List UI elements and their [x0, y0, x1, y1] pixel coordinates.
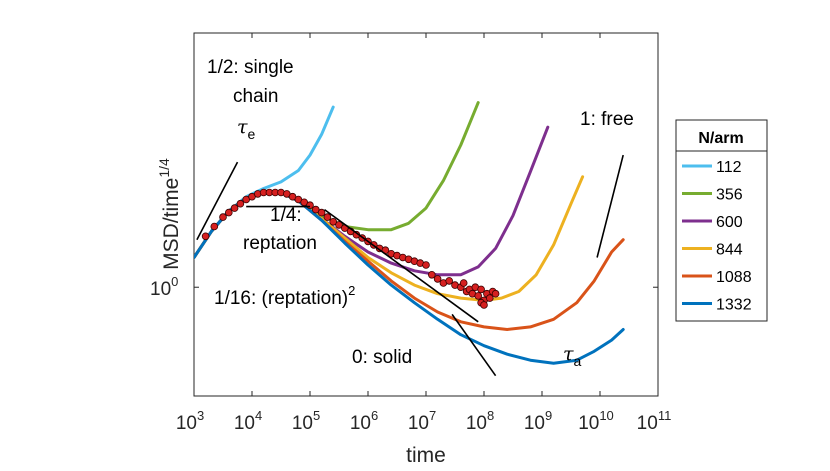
data-marker: [433, 275, 442, 283]
legend-label-1088: 1088: [716, 269, 752, 286]
data-marker: [445, 277, 454, 285]
annot-tau-a: τa: [563, 343, 582, 369]
y-tick-label: 100: [150, 274, 178, 300]
annot-quarter-line2: reptation: [243, 233, 317, 254]
x-tick-label: 104: [234, 408, 262, 434]
x-tick-label: 1010: [578, 408, 614, 434]
x-tick-label: 106: [350, 408, 378, 434]
data-marker: [480, 301, 488, 309]
legend-items: 112 356 600 844 1088 1332: [682, 159, 752, 314]
legend-label-356: 356: [716, 187, 743, 204]
x-tick-base: 10: [176, 413, 197, 434]
x-tick-exp: 5: [313, 408, 320, 423]
data-marker: [323, 213, 332, 221]
sixteenth-sup: 2: [348, 283, 355, 298]
x-tick-label: 107: [408, 408, 436, 434]
x-tick-label: 108: [466, 408, 494, 434]
legend-label-600: 600: [716, 214, 743, 231]
slope-line-1-16: [324, 208, 479, 323]
x-tick-exp: 11: [658, 408, 672, 423]
plot-area: [193, 32, 659, 397]
legend-label-844: 844: [716, 242, 743, 259]
y-axis-title-exponent: 1/4: [156, 158, 172, 178]
tau-e-symbol: τ: [237, 116, 248, 138]
slope-line-1: [596, 154, 624, 258]
data-marker: [474, 292, 483, 300]
data-marker: [477, 285, 485, 294]
x-tick-exp: 6: [371, 408, 378, 423]
reference-lines: [196, 154, 624, 377]
annot-one: 1: free: [580, 109, 634, 130]
x-tick-base: 10: [350, 413, 371, 434]
annot-tau-e: τe: [237, 116, 256, 142]
x-axis: 103 104 105 106 107 108 109 1010 1011: [176, 33, 672, 434]
y-tick-base: 10: [150, 279, 171, 300]
data-marker: [210, 222, 219, 231]
data-marker: [306, 201, 314, 210]
data-marker: [459, 279, 468, 287]
legend-label-1332: 1332: [716, 297, 752, 314]
x-tick-base: 10: [637, 413, 658, 434]
data-marker: [201, 232, 210, 241]
annotations: 1/2: single chain τe 1/4: reptation 1/16…: [207, 57, 634, 369]
annot-sixteenth: 1/16: (reptation)2: [214, 283, 355, 309]
data-marker: [225, 208, 233, 217]
y-axis-title-main: MSD/time: [160, 178, 183, 270]
data-marker: [491, 289, 500, 298]
x-tick-base: 10: [524, 413, 545, 434]
y-axis: 100: [150, 274, 658, 300]
x-tick-label: 1011: [637, 408, 672, 434]
x-tick-exp: 4: [255, 408, 262, 423]
tau-e-sub: e: [248, 126, 256, 142]
data-marker: [422, 261, 430, 269]
slope-line-1-2: [196, 161, 239, 241]
x-tick-exp: 3: [197, 408, 204, 423]
x-tick-exp: 10: [599, 408, 613, 423]
data-marker: [236, 199, 245, 208]
tau-a-sub: a: [574, 353, 582, 369]
legend: N/arm 112 356 600 844 1088 1332: [675, 119, 768, 322]
x-tick-exp: 9: [545, 408, 552, 423]
data-marker: [427, 270, 436, 279]
x-tick-base: 10: [234, 413, 255, 434]
marker-group: [201, 188, 500, 309]
legend-title: N/arm: [698, 130, 743, 147]
data-marker: [485, 294, 494, 302]
x-tick-base: 10: [466, 413, 487, 434]
x-tick-base: 10: [408, 413, 429, 434]
legend-label-112: 112: [716, 159, 742, 176]
y-axis-title: MSD/time1/4: [156, 158, 183, 270]
x-tick-label: 109: [524, 408, 552, 434]
plot-frame: [193, 32, 659, 397]
data-marker: [311, 205, 320, 214]
data-marker: [317, 208, 326, 217]
x-tick-base: 10: [578, 413, 599, 434]
data-marker: [329, 218, 338, 226]
annot-half-line1: 1/2: single: [207, 57, 294, 78]
x-tick-label: 103: [176, 408, 204, 434]
x-tick-exp: 8: [487, 408, 494, 423]
annot-quarter-line1: 1/4:: [270, 205, 302, 226]
x-tick-exp: 7: [429, 408, 436, 423]
x-tick-base: 10: [292, 413, 313, 434]
slope-line-0: [451, 313, 497, 377]
y-tick-exp: 0: [171, 274, 178, 289]
x-axis-title: time: [406, 444, 446, 467]
sixteenth-text: 1/16: (reptation): [214, 288, 348, 309]
data-marker: [219, 213, 227, 221]
annot-zero: 0: solid: [352, 347, 412, 368]
data-marker: [230, 204, 239, 212]
data-marker: [335, 221, 343, 229]
annot-half-line2: chain: [233, 86, 278, 107]
tau-a-symbol: τ: [563, 343, 574, 365]
x-tick-label: 105: [292, 408, 320, 434]
